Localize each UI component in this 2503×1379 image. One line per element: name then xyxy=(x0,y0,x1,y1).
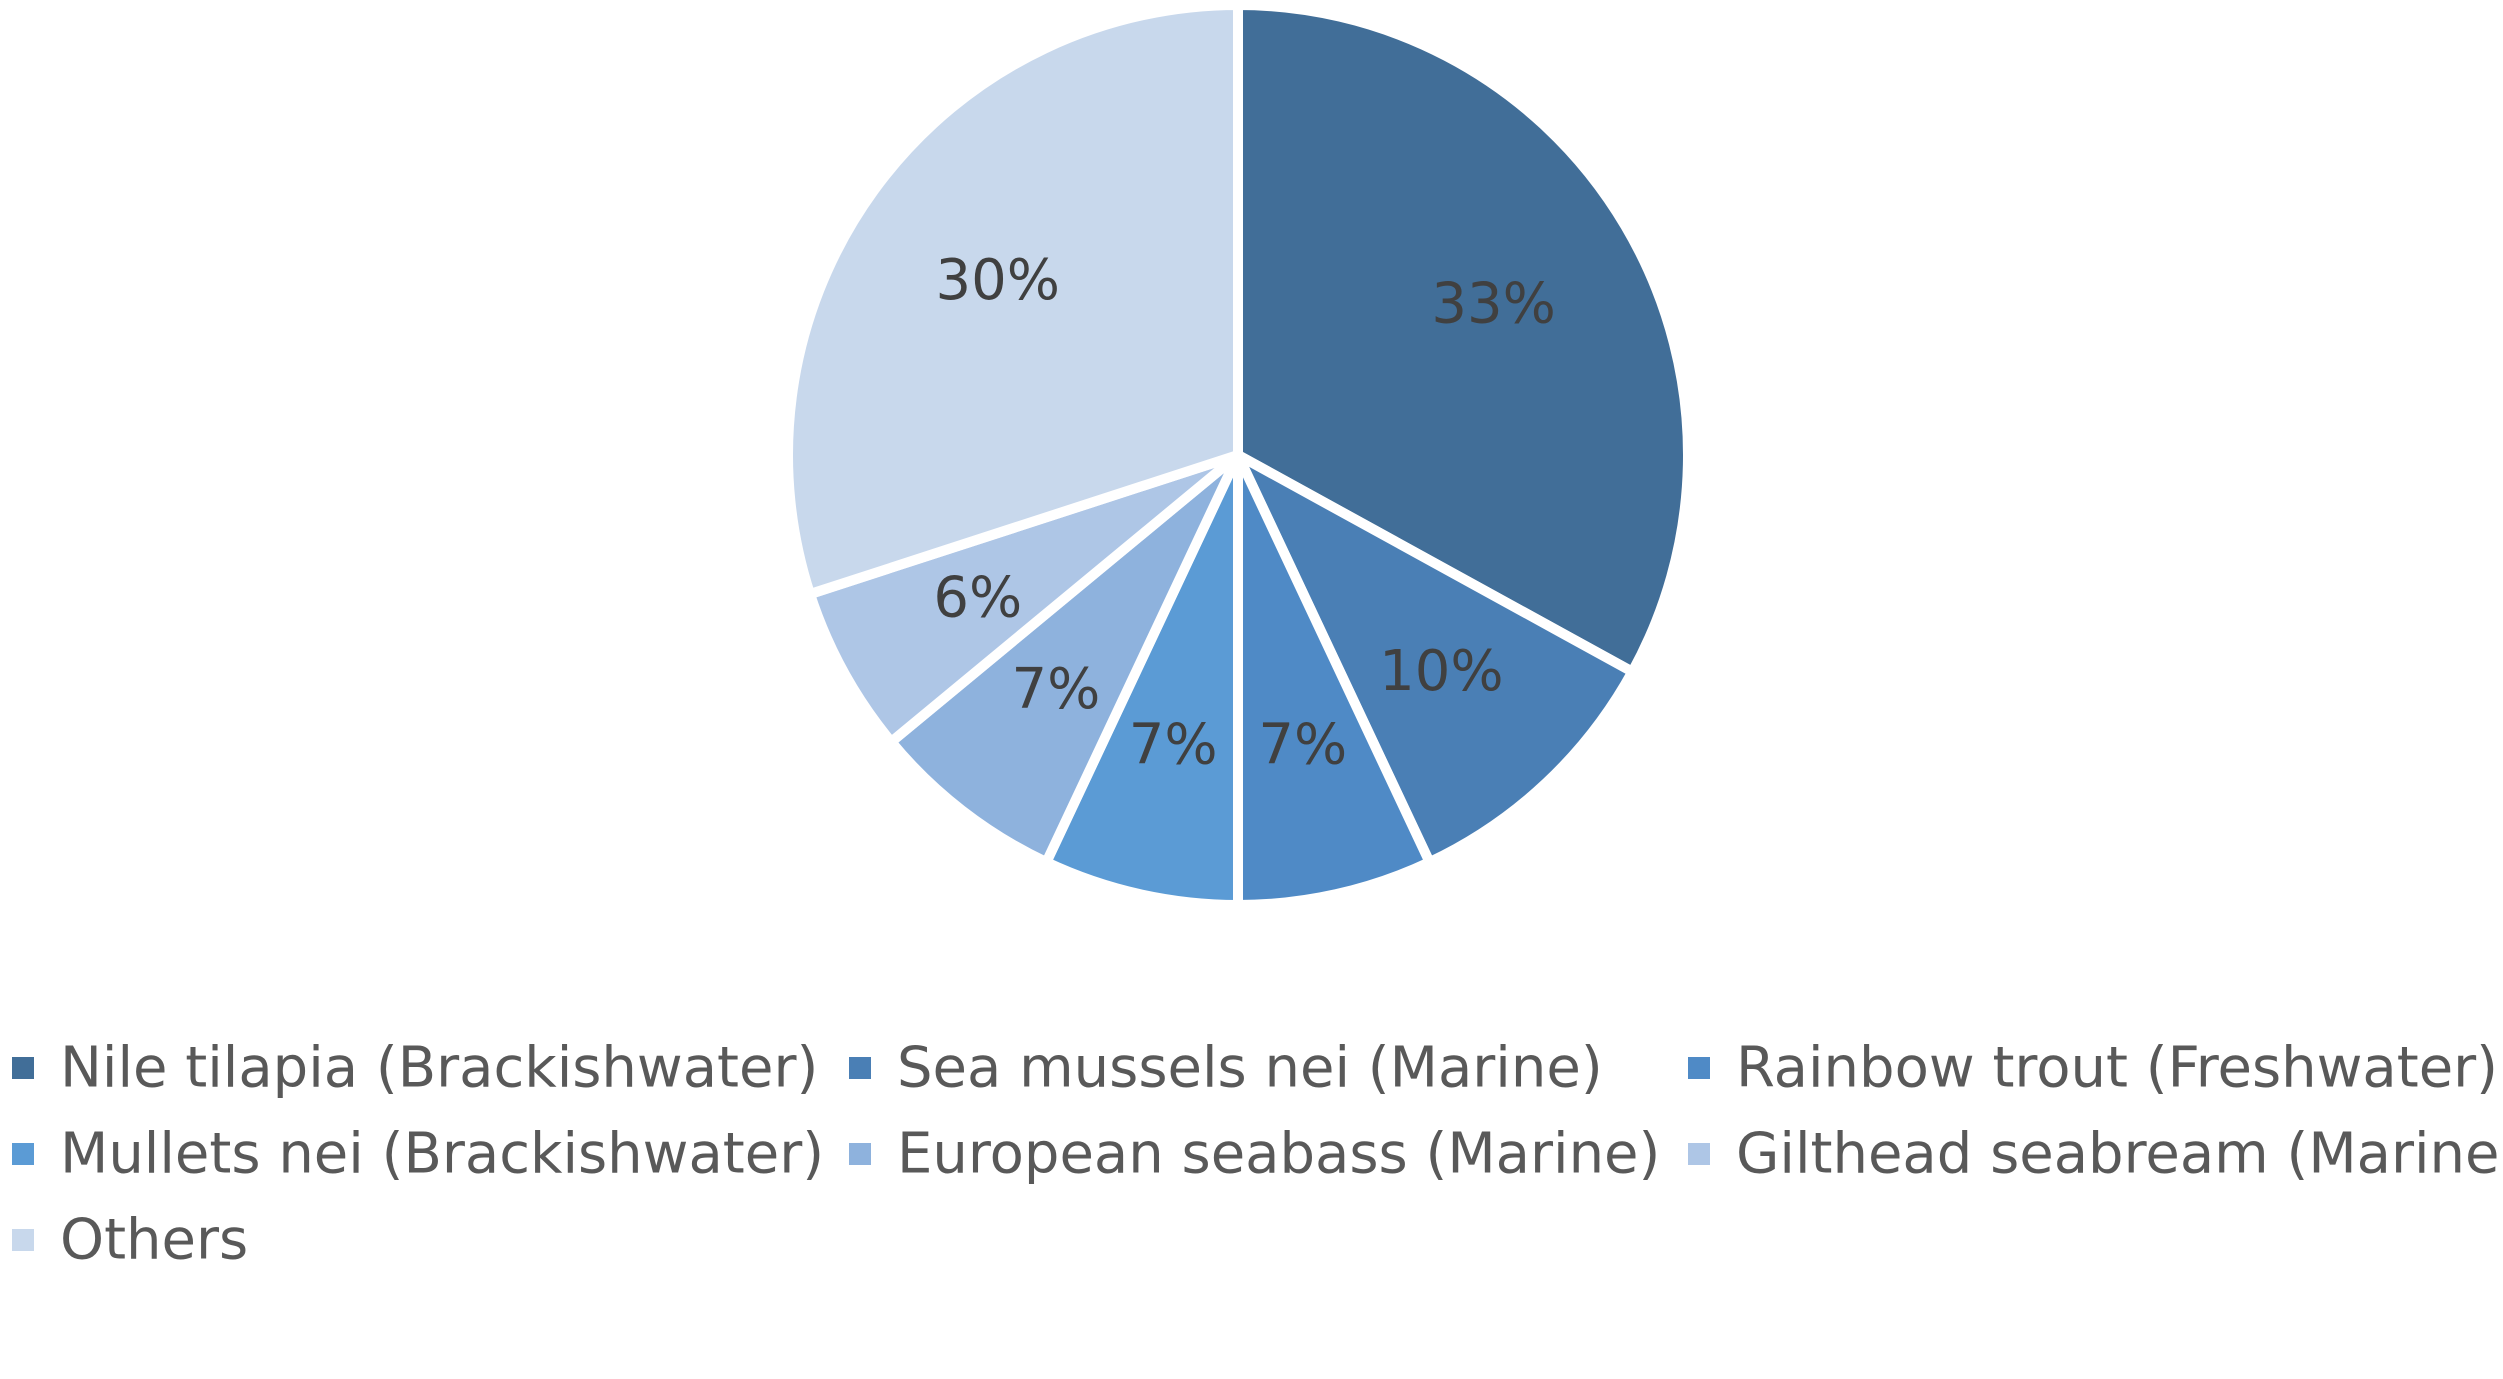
pie-slice-1 xyxy=(1233,0,1693,677)
legend: Nile tilapia (Brackishwater) Sea mussels … xyxy=(12,1036,2503,1273)
slice-data-label-2: 10% xyxy=(1379,639,1503,704)
legend-label-1: Nile tilapia (Brackishwater) xyxy=(60,1036,818,1101)
slice-data-label-6: 6% xyxy=(933,566,1022,631)
legend-label-2: Sea mussels nei (Marine) xyxy=(897,1036,1603,1101)
legend-label-5: European seabass (Marine) xyxy=(897,1122,1660,1187)
legend-swatch-7 xyxy=(12,1229,34,1251)
legend-item-3: Rainbow trout (Freshwater) xyxy=(1688,1036,2498,1101)
pie-slice-3 xyxy=(1233,450,1435,910)
legend-swatch-1 xyxy=(12,1057,34,1079)
legend-swatch-2 xyxy=(849,1057,871,1079)
legend-swatch-4 xyxy=(12,1143,34,1165)
legend-swatch-3 xyxy=(1688,1057,1710,1079)
legend-swatch-5 xyxy=(849,1143,871,1165)
pie-slices xyxy=(783,0,1693,910)
pie-slice-7 xyxy=(783,0,1243,600)
pie-slice-2 xyxy=(1233,450,1638,868)
legend-item-4: Mullets nei (Brackishwater) xyxy=(12,1122,824,1187)
slice-data-label-7: 30% xyxy=(935,248,1059,313)
legend-label-4: Mullets nei (Brackishwater) xyxy=(60,1122,824,1187)
legend-label-3: Rainbow trout (Freshwater) xyxy=(1736,1036,2498,1101)
slice-data-label-4: 7% xyxy=(1129,712,1218,777)
slice-data-label-1: 33% xyxy=(1431,271,1555,336)
legend-item-7: Others xyxy=(12,1208,248,1273)
legend-item-2: Sea mussels nei (Marine) xyxy=(849,1036,1603,1101)
legend-label-6: Gilthead seabream (Marine) xyxy=(1736,1122,2503,1187)
pie-slice-5 xyxy=(886,450,1243,868)
pie-slice-6 xyxy=(805,450,1243,747)
legend-item-1: Nile tilapia (Brackishwater) xyxy=(12,1036,818,1101)
legend-item-5: European seabass (Marine) xyxy=(849,1122,1660,1187)
legend-label-7: Others xyxy=(60,1208,248,1273)
slice-data-label-5: 7% xyxy=(1012,657,1101,722)
legend-item-6: Gilthead seabream (Marine) xyxy=(1688,1122,2503,1187)
slice-labels: 33% 10% 7% 7% 7% 6% 30% xyxy=(933,248,1556,777)
slice-data-label-3: 7% xyxy=(1258,712,1347,777)
legend-swatch-6 xyxy=(1688,1143,1710,1165)
